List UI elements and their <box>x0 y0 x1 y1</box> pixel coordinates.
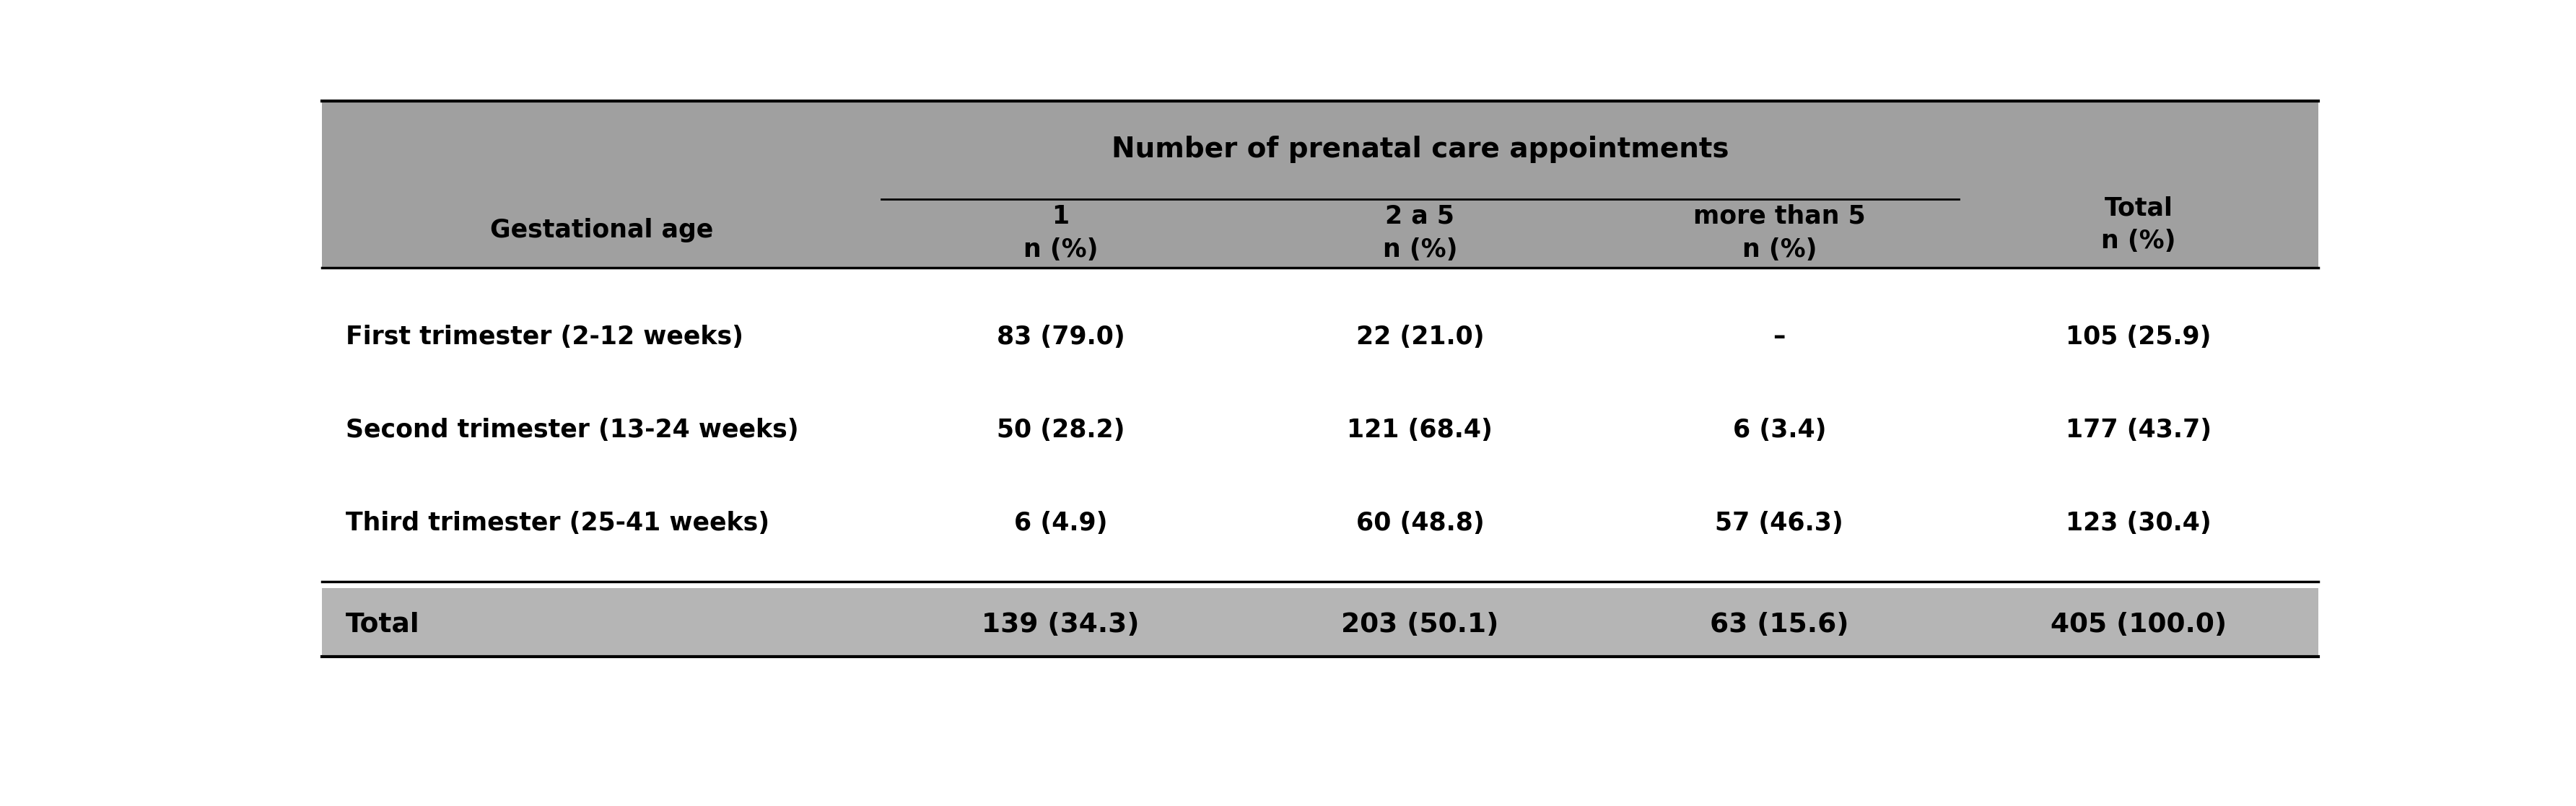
Bar <box>322 588 2318 657</box>
Text: 6 (3.4): 6 (3.4) <box>1734 418 1826 442</box>
Text: more than 5: more than 5 <box>1692 204 1865 228</box>
Bar <box>322 268 2318 582</box>
Text: 83 (79.0): 83 (79.0) <box>997 325 1126 349</box>
Text: 22 (21.0): 22 (21.0) <box>1355 325 1484 349</box>
Text: 2 a 5: 2 a 5 <box>1386 204 1455 228</box>
Text: n (%): n (%) <box>1023 237 1097 262</box>
Text: 50 (28.2): 50 (28.2) <box>997 418 1126 442</box>
Text: Second trimester (13-24 weeks): Second trimester (13-24 weeks) <box>345 418 799 442</box>
Text: n (%): n (%) <box>1383 237 1458 262</box>
Text: 203 (50.1): 203 (50.1) <box>1342 612 1499 638</box>
Text: Number of prenatal care appointments: Number of prenatal care appointments <box>1110 135 1728 163</box>
Text: 63 (15.6): 63 (15.6) <box>1710 612 1850 638</box>
Text: –: – <box>1772 325 1785 349</box>
Text: n (%): n (%) <box>1741 237 1816 262</box>
Text: 121 (68.4): 121 (68.4) <box>1347 418 1494 442</box>
Text: Total: Total <box>2105 196 2174 220</box>
Text: 405 (100.0): 405 (100.0) <box>2050 612 2226 638</box>
Text: 57 (46.3): 57 (46.3) <box>1716 511 1844 536</box>
Text: 139 (34.3): 139 (34.3) <box>981 612 1139 638</box>
Text: Gestational age: Gestational age <box>489 218 714 243</box>
Text: 123 (30.4): 123 (30.4) <box>2066 511 2213 536</box>
Text: Total: Total <box>345 612 420 638</box>
Text: n (%): n (%) <box>2102 229 2177 253</box>
Text: Third trimester (25-41 weeks): Third trimester (25-41 weeks) <box>345 511 770 536</box>
Text: First trimester (2-12 weeks): First trimester (2-12 weeks) <box>345 325 744 349</box>
Text: 1: 1 <box>1051 204 1069 228</box>
Bar <box>322 102 2318 268</box>
Text: 60 (48.8): 60 (48.8) <box>1355 511 1484 536</box>
Text: 177 (43.7): 177 (43.7) <box>2066 418 2213 442</box>
Text: 105 (25.9): 105 (25.9) <box>2066 325 2210 349</box>
Text: 6 (4.9): 6 (4.9) <box>1015 511 1108 536</box>
